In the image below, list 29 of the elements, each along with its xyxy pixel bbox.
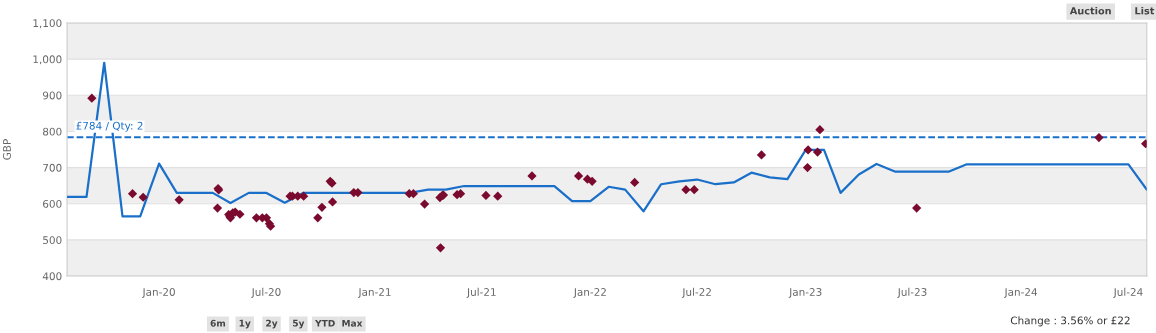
x-tick-label: Jul-22	[681, 287, 711, 298]
y-tick-label: 400	[42, 272, 62, 281]
y-tick-label: 1,100	[33, 19, 62, 29]
text: Max	[342, 319, 363, 327]
y-tick-label: 600	[43, 199, 62, 208]
text: 6m	[210, 319, 226, 327]
text: List	[1135, 6, 1155, 15]
x-tick-label: Jan-23	[788, 288, 822, 298]
text: Change : 3.56% or £22	[1010, 316, 1130, 327]
x-tick-label: Jan-24	[1004, 288, 1038, 298]
x-tick-label: Jul-23	[897, 287, 927, 298]
y-axis-title: GBP	[3, 139, 11, 160]
x-tick-label: Jan-22	[573, 288, 606, 298]
text: Auction	[1069, 6, 1111, 15]
text: YTD	[315, 319, 335, 327]
text: 1y	[239, 319, 251, 329]
text: 5y	[292, 319, 305, 329]
ref-line-label: £784 / Qty: 2	[76, 121, 143, 132]
x-tick-label: Jul-21	[466, 287, 496, 298]
x-tick-label: Jul-24	[1113, 287, 1143, 298]
x-tick-label: Jan-20	[142, 288, 175, 298]
y-tick-label: 800	[43, 127, 62, 136]
text: 2y	[266, 319, 278, 329]
y-tick-label: 1,000	[33, 55, 62, 65]
x-tick-label: Jan-21	[357, 288, 391, 298]
x-tick-label: Jul-20	[251, 287, 281, 298]
y-tick-label: 900	[42, 91, 62, 100]
y-tick-label: 700	[43, 163, 62, 172]
y-tick-label: 500	[43, 236, 62, 245]
